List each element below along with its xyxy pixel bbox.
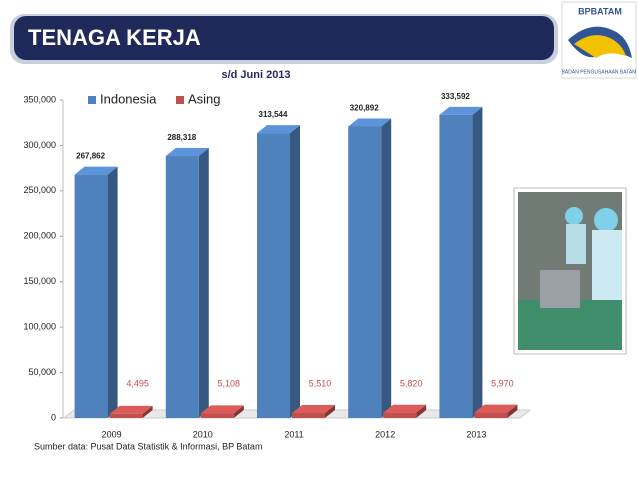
bar <box>200 413 234 418</box>
y-tick-label: 0 <box>51 412 56 422</box>
x-tick-label: 2012 <box>375 429 395 439</box>
y-tick-label: 250,000 <box>23 185 56 195</box>
x-tick-label: 2009 <box>102 429 122 439</box>
y-tick-label: 200,000 <box>23 231 56 241</box>
y-tick-label: 100,000 <box>23 322 56 332</box>
x-tick-label: 2013 <box>466 429 486 439</box>
legend-label: Indonesia <box>100 91 157 106</box>
value-label: 320,892 <box>350 104 379 113</box>
bar <box>383 412 417 418</box>
value-label: 4,495 <box>126 378 149 388</box>
bar-side <box>233 405 244 418</box>
bar-top <box>474 404 518 413</box>
legend-swatch <box>176 96 184 104</box>
value-label: 333,592 <box>441 92 470 101</box>
bar-top <box>383 404 427 413</box>
source-note: Sumber data: Pusat Data Statistik & Info… <box>34 441 262 451</box>
photo-worker <box>566 224 586 264</box>
x-tick-label: 2010 <box>193 429 213 439</box>
bar <box>109 413 143 418</box>
logo-caption: BADAN PENGUSAHAAN BATAM <box>562 69 637 75</box>
bar-top <box>74 166 118 175</box>
bar-top <box>109 405 153 414</box>
photo-device <box>540 270 580 308</box>
bar-side <box>381 118 392 419</box>
legend-swatch <box>88 96 96 104</box>
bar-side <box>325 404 335 418</box>
bar-top <box>257 125 300 134</box>
photo-table <box>518 300 622 350</box>
y-tick-label: 150,000 <box>23 276 56 286</box>
logo-name: BPBATAM <box>578 6 622 16</box>
bar-side <box>198 148 209 419</box>
bar-side <box>142 405 153 418</box>
chart-subtitle: s/d Juni 2013 <box>221 69 290 81</box>
value-label: 5,108 <box>218 378 241 388</box>
value-label: 5,820 <box>400 378 423 388</box>
y-tick-label: 300,000 <box>23 140 56 150</box>
bar-side <box>107 166 118 418</box>
bar <box>257 133 290 419</box>
bar <box>165 156 199 419</box>
bar <box>474 412 508 418</box>
value-label: 5,510 <box>309 378 332 388</box>
value-label: 267,862 <box>76 152 105 161</box>
logo: BPBATAM BADAN PENGUSAHAAN BATAM <box>561 1 637 79</box>
bar-top <box>292 404 335 413</box>
bar-side <box>507 404 518 418</box>
value-label: 5,970 <box>491 378 514 388</box>
bar-top <box>200 405 244 414</box>
bar <box>292 412 325 418</box>
photo <box>513 187 627 355</box>
photo-worker <box>592 230 622 300</box>
slide-title: TENAGA KERJA <box>28 25 201 50</box>
bar-side <box>416 404 427 418</box>
y-tick-label: 50,000 <box>28 367 56 377</box>
value-label: 288,318 <box>167 133 196 142</box>
bar <box>74 174 108 418</box>
photo-cap <box>594 208 618 232</box>
title-banner <box>14 16 554 60</box>
bar-top <box>165 148 209 157</box>
y-tick-label: 350,000 <box>23 94 56 104</box>
photo-cap <box>565 207 583 225</box>
bar <box>439 114 473 418</box>
value-label: 313,544 <box>259 110 288 119</box>
legend-label: Asing <box>188 91 221 106</box>
logo-shape <box>574 35 626 58</box>
x-tick-label: 2011 <box>284 429 303 439</box>
bar-side <box>290 125 300 419</box>
bar <box>348 126 382 419</box>
bar-top <box>348 118 392 127</box>
bar-side <box>472 106 483 418</box>
bar-top <box>439 106 483 115</box>
